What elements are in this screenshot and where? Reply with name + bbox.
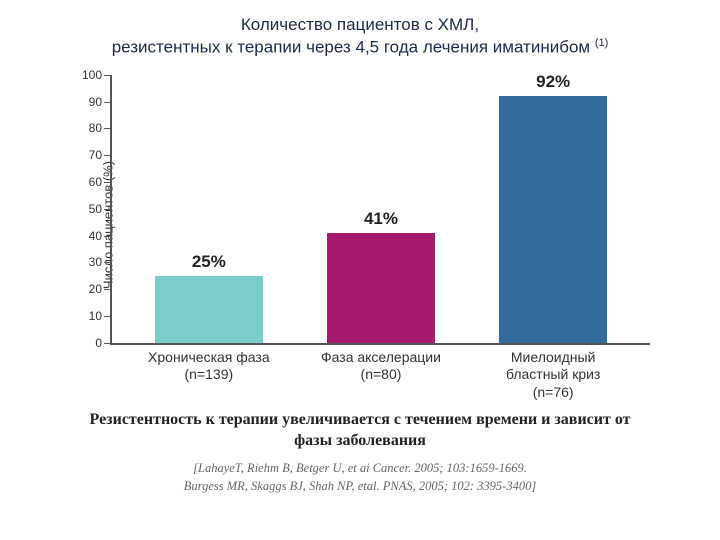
y-tick — [104, 236, 112, 237]
bar-value-label: 25% — [155, 252, 263, 272]
ref-line-2: Burgess MR, Skaggs BJ, Shah NP, etal. PN… — [184, 479, 536, 493]
y-tick — [104, 155, 112, 156]
y-tick-label: 20 — [72, 282, 102, 296]
y-tick — [104, 182, 112, 183]
y-tick-label: 50 — [72, 202, 102, 216]
y-tick-label: 90 — [72, 95, 102, 109]
caption: Резистентность к терапии увеличивается с… — [70, 409, 650, 452]
y-tick — [104, 262, 112, 263]
y-tick — [104, 209, 112, 210]
x-category-label: Миелоидныйбластный криз(n=76) — [467, 349, 639, 402]
y-tick — [104, 289, 112, 290]
bar: 41% — [327, 233, 435, 343]
y-tick — [104, 316, 112, 317]
y-tick — [104, 128, 112, 129]
y-tick-label: 100 — [72, 68, 102, 82]
bar: 92% — [499, 96, 607, 343]
y-tick — [104, 75, 112, 76]
y-tick-label: 0 — [72, 336, 102, 350]
chart-title: Количество пациентов с ХМЛ,резистентных … — [90, 14, 630, 59]
references: [LahayeT, Riehm B, Betger U, et ai Cance… — [90, 460, 630, 495]
bar-chart: Число пациентов (%) 01020304050607080901… — [80, 65, 660, 385]
x-category-label: Фаза акселерации(n=80) — [295, 349, 467, 384]
x-category-label: Хроническая фаза(n=139) — [123, 349, 295, 384]
bar-value-label: 92% — [499, 72, 607, 92]
slide: Количество пациентов с ХМЛ,резистентных … — [0, 0, 720, 540]
y-tick-label: 80 — [72, 121, 102, 135]
ref-line-1: [LahayeT, Riehm B, Betger U, et ai Cance… — [193, 461, 527, 475]
bar: 25% — [155, 276, 263, 343]
y-tick-label: 70 — [72, 148, 102, 162]
y-tick-label: 40 — [72, 229, 102, 243]
bar-value-label: 41% — [327, 209, 435, 229]
y-tick-label: 60 — [72, 175, 102, 189]
y-tick — [104, 102, 112, 103]
y-tick-label: 30 — [72, 255, 102, 269]
plot-area: 010203040506070809010025%Хроническая фаз… — [110, 75, 650, 345]
y-tick — [104, 343, 112, 344]
y-tick-label: 10 — [72, 309, 102, 323]
